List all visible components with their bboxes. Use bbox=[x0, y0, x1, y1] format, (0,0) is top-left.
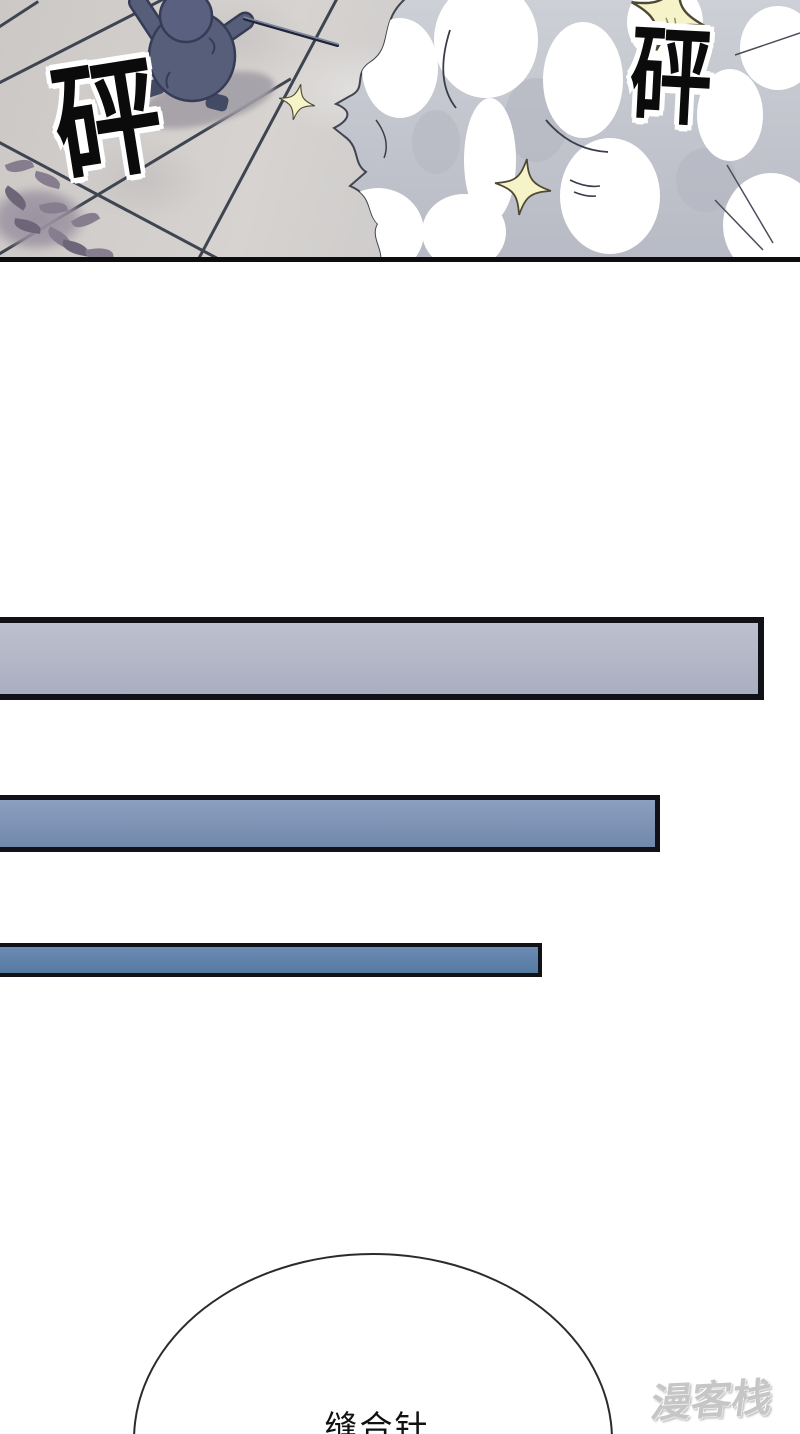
transition-bar-1 bbox=[0, 617, 764, 700]
crouching-figure bbox=[128, 0, 255, 112]
transition-bar-2 bbox=[0, 795, 660, 852]
leaf-shadow bbox=[0, 150, 140, 257]
sfx-bang-right: 砰 bbox=[626, 17, 716, 140]
watermark-logo: 漫客栈 bbox=[648, 1375, 775, 1427]
smoke-cloud bbox=[332, 0, 800, 257]
sparkle-icon bbox=[631, 0, 705, 51]
sparkle-icon bbox=[278, 83, 316, 121]
speech-bubble-text: 缝合针 bbox=[324, 1409, 430, 1434]
sfx-bang-left: 砰 bbox=[44, 42, 172, 201]
sparkle-icon bbox=[494, 158, 552, 216]
transition-bar-3 bbox=[0, 943, 542, 977]
comic-panel: 砰 bbox=[0, 0, 800, 262]
